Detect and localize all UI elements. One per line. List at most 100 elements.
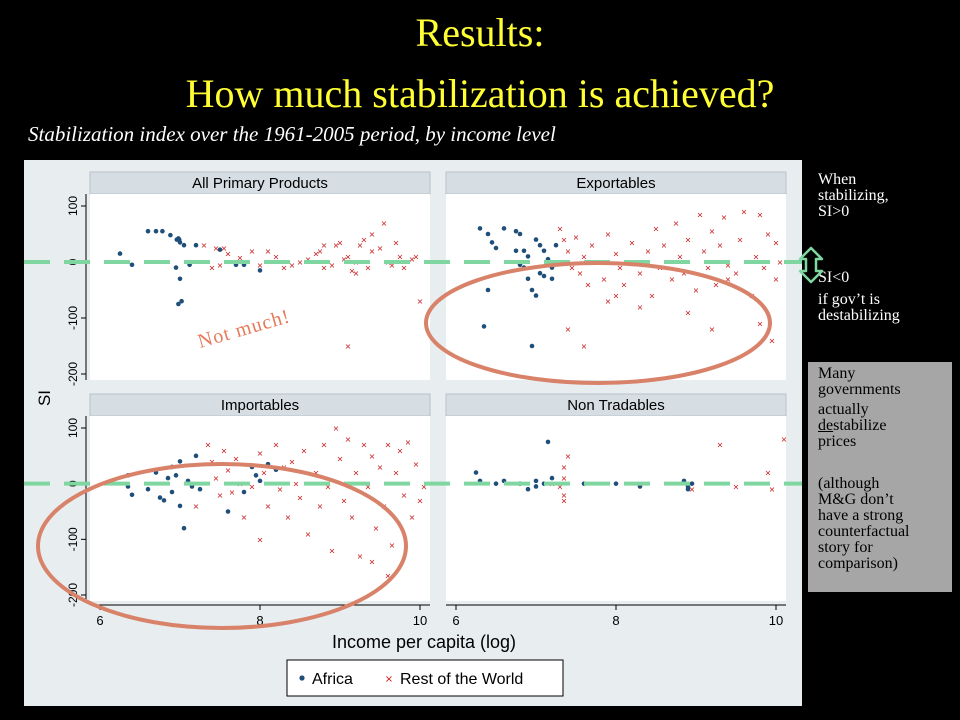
point-africa xyxy=(525,276,531,282)
point-rest-of-world: × xyxy=(733,269,740,278)
x-tick-label: 10 xyxy=(769,613,783,628)
box-line-1: Many xyxy=(818,365,856,382)
point-africa xyxy=(533,293,539,298)
up-down-arrow-icon xyxy=(798,246,824,284)
point-rest-of-world: × xyxy=(341,255,348,264)
note-destabilizing-line1: SI<0 xyxy=(818,269,850,286)
point-rest-of-world: × xyxy=(741,208,748,217)
point-rest-of-world: × xyxy=(377,463,384,472)
note-box-paren: (although M&G don’t have a strong counte… xyxy=(818,476,948,572)
point-rest-of-world: × xyxy=(349,266,356,275)
x-tick-label: 8 xyxy=(612,613,619,628)
box-paren-3: have a strong xyxy=(818,507,904,524)
point-rest-of-world: × xyxy=(209,457,216,466)
point-rest-of-world: × xyxy=(369,247,376,256)
point-africa xyxy=(176,301,181,307)
point-rest-of-world: × xyxy=(273,252,280,261)
point-rest-of-world: × xyxy=(681,269,688,278)
point-rest-of-world: × xyxy=(601,275,608,284)
point-rest-of-world: × xyxy=(557,224,564,233)
point-rest-of-world: × xyxy=(293,480,300,489)
slide-title: Results: xyxy=(415,10,545,55)
point-africa xyxy=(161,498,167,503)
point-rest-of-world: × xyxy=(401,491,408,500)
point-africa xyxy=(197,486,203,492)
point-rest-of-world: × xyxy=(321,264,328,273)
point-rest-of-world: × xyxy=(365,264,372,273)
point-rest-of-world: × xyxy=(257,261,264,270)
point-rest-of-world: × xyxy=(357,552,364,561)
point-africa xyxy=(685,486,691,492)
point-rest-of-world: × xyxy=(721,213,728,222)
legend-box xyxy=(286,659,564,697)
highlight-ellipse-exportables xyxy=(424,261,772,385)
point-africa xyxy=(493,245,499,251)
note-stabilizing: When stabilizing, SI>0 xyxy=(818,172,938,220)
point-africa xyxy=(537,270,543,276)
point-rest-of-world: × xyxy=(217,491,224,500)
point-rest-of-world: × xyxy=(761,264,768,273)
point-africa xyxy=(165,475,171,481)
point-africa xyxy=(181,525,187,531)
panel-plot-area xyxy=(446,194,786,380)
point-africa xyxy=(168,232,173,238)
point-africa xyxy=(481,324,487,329)
note-stabilizing-line2: stabilizing, xyxy=(818,187,889,204)
point-rest-of-world: × xyxy=(685,236,692,245)
point-africa xyxy=(525,254,531,259)
point-rest-of-world: × xyxy=(241,513,248,522)
point-rest-of-world: × xyxy=(709,325,716,334)
point-rest-of-world: × xyxy=(581,252,588,261)
panel-plot-area xyxy=(90,194,430,380)
point-rest-of-world: × xyxy=(661,241,668,250)
point-rest-of-world: × xyxy=(273,441,280,450)
box-line-5: prices xyxy=(818,433,857,450)
point-rest-of-world: × xyxy=(417,297,424,306)
note-stabilizing-line1: When xyxy=(818,171,857,188)
point-rest-of-world: × xyxy=(337,455,344,464)
point-rest-of-world: × xyxy=(637,269,644,278)
point-rest-of-world: × xyxy=(769,485,776,494)
y-tick-label: -100 xyxy=(66,527,80,551)
point-rest-of-world: × xyxy=(209,264,216,273)
point-rest-of-world: × xyxy=(693,286,700,295)
point-rest-of-world: × xyxy=(389,541,396,550)
point-rest-of-world: × xyxy=(753,252,760,261)
point-rest-of-world: × xyxy=(345,342,352,351)
point-rest-of-world: × xyxy=(717,441,724,450)
point-rest-of-world: × xyxy=(373,524,380,533)
point-rest-of-world: × xyxy=(777,258,784,267)
point-rest-of-world: × xyxy=(717,241,724,250)
point-rest-of-world: × xyxy=(317,247,324,256)
point-rest-of-world: × xyxy=(329,546,336,555)
point-rest-of-world: × xyxy=(289,261,296,270)
point-rest-of-world: × xyxy=(329,261,336,270)
point-rest-of-world: × xyxy=(261,469,268,478)
point-rest-of-world: × xyxy=(673,219,680,228)
point-rest-of-world: × xyxy=(637,303,644,312)
point-africa xyxy=(549,276,555,282)
point-rest-of-world: × xyxy=(705,264,712,273)
point-rest-of-world: × xyxy=(301,446,308,455)
point-africa xyxy=(689,481,695,486)
legend-label-rest-of-world: Rest of the World xyxy=(400,671,523,688)
point-rest-of-world: × xyxy=(605,230,612,239)
point-africa xyxy=(541,273,547,279)
point-africa xyxy=(173,473,179,478)
scatter-figure: All Primary Products1000-100-200××××××××… xyxy=(24,160,802,706)
point-rest-of-world: × xyxy=(569,264,576,273)
point-africa xyxy=(501,226,507,231)
point-rest-of-world: × xyxy=(737,236,744,245)
panel-title: Non Tradables xyxy=(567,397,665,414)
point-rest-of-world: × xyxy=(377,244,384,253)
point-africa xyxy=(477,226,483,231)
point-africa xyxy=(533,484,539,489)
slide-subtitle: Stabilization index over the 1961-2005 p… xyxy=(28,122,556,146)
point-africa xyxy=(169,489,175,495)
point-africa xyxy=(145,486,151,492)
point-rest-of-world: × xyxy=(405,438,412,447)
box-paren-6: comparison) xyxy=(818,555,898,572)
point-rest-of-world: × xyxy=(349,513,356,522)
point-africa xyxy=(177,276,183,282)
